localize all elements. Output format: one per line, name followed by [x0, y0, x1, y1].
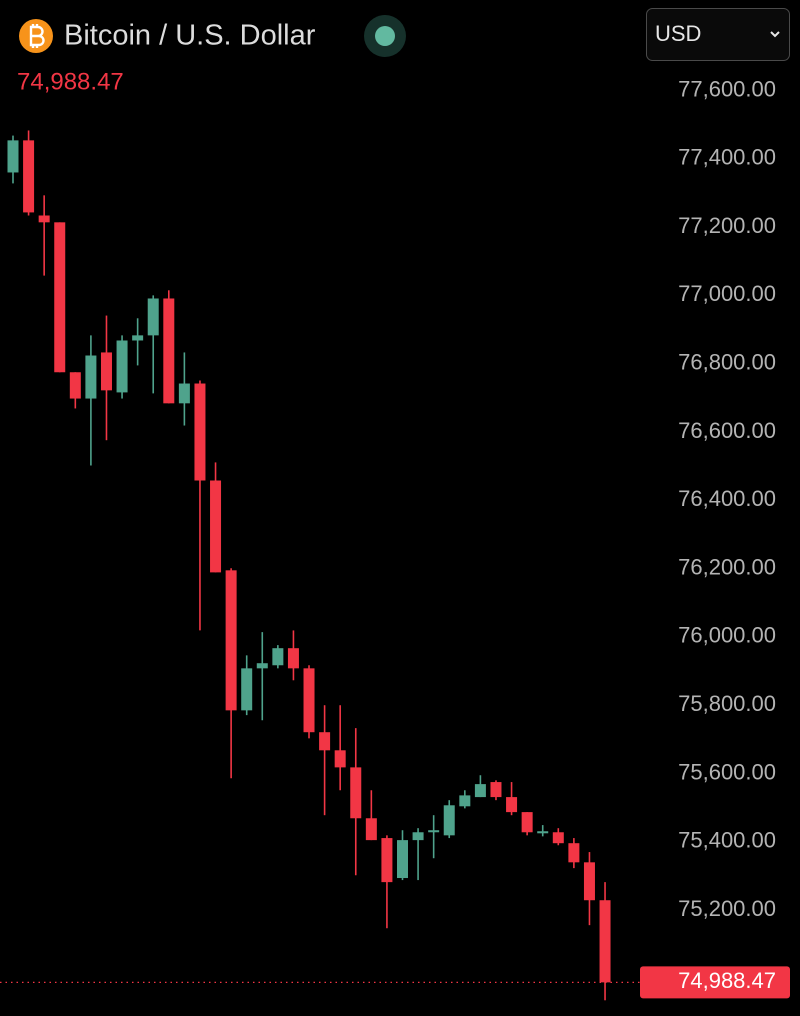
currency-select[interactable]: USD [646, 8, 790, 61]
candle-body [69, 372, 81, 399]
candle-body [163, 298, 175, 404]
candle-body [194, 383, 206, 481]
chart-title: Bitcoin / U.S. Dollar [64, 20, 316, 52]
candle-body [100, 352, 112, 391]
last-price: 74,988.47 [17, 68, 124, 95]
y-tick-label: 77,400.00 [678, 145, 776, 170]
candle-body [241, 668, 253, 711]
candle-body [132, 335, 144, 341]
candle-body [85, 355, 97, 399]
y-tick-label: 76,600.00 [678, 418, 776, 443]
candle-body [568, 843, 580, 863]
candle-body [428, 830, 440, 833]
candle-body [178, 383, 190, 404]
candle-body [365, 818, 377, 841]
candle-body [443, 805, 455, 836]
y-tick-label: 76,400.00 [678, 486, 776, 511]
y-tick-label: 76,800.00 [678, 350, 776, 375]
candle-body [490, 782, 502, 798]
y-tick-label: 75,800.00 [678, 691, 776, 716]
candle-body [147, 298, 159, 336]
candle-body [521, 812, 533, 833]
candle-body [397, 840, 408, 879]
last-price-badge [640, 966, 790, 999]
candle-body [38, 215, 50, 223]
status-dot [375, 26, 395, 46]
candle-body [54, 222, 66, 373]
candle-body [350, 767, 362, 819]
candle-body [23, 140, 35, 213]
select-box[interactable] [646, 8, 790, 61]
y-tick-label: 77,600.00 [678, 76, 776, 101]
candle-body [583, 862, 595, 901]
candle-body [537, 831, 549, 834]
y-tick-label: 75,600.00 [678, 759, 776, 784]
y-tick-label: 76,200.00 [678, 554, 776, 579]
candle-body [319, 732, 331, 751]
coin-glyph [29, 24, 45, 48]
candle-body [474, 784, 486, 798]
header: Bitcoin / U.S. Dollar 74,988.47 USD [17, 8, 790, 95]
candle-body [334, 750, 346, 768]
last-price-badge-label: 74,988.47 [678, 968, 776, 993]
candle-body [116, 340, 128, 393]
y-tick-label: 77,000.00 [678, 281, 776, 306]
candle-body [256, 663, 268, 669]
candle-body [303, 668, 315, 733]
candle-body [599, 900, 611, 983]
y-tick-label: 76,000.00 [678, 623, 776, 648]
candle-body [7, 140, 19, 173]
candle-body [506, 797, 518, 813]
candle-body [552, 832, 564, 844]
candle-body [381, 838, 393, 883]
select-chevron [770, 31, 780, 38]
candle-body [272, 648, 284, 666]
candle-body [412, 832, 424, 841]
candle-body [225, 570, 237, 711]
candle-body [287, 648, 299, 669]
y-tick-label: 75,200.00 [678, 896, 776, 921]
y-tick-label: 75,400.00 [678, 828, 776, 853]
select-value[interactable]: USD [655, 21, 701, 46]
candle-body [210, 480, 222, 573]
candle-body [459, 795, 471, 807]
y-tick-label: 77,200.00 [678, 213, 776, 238]
